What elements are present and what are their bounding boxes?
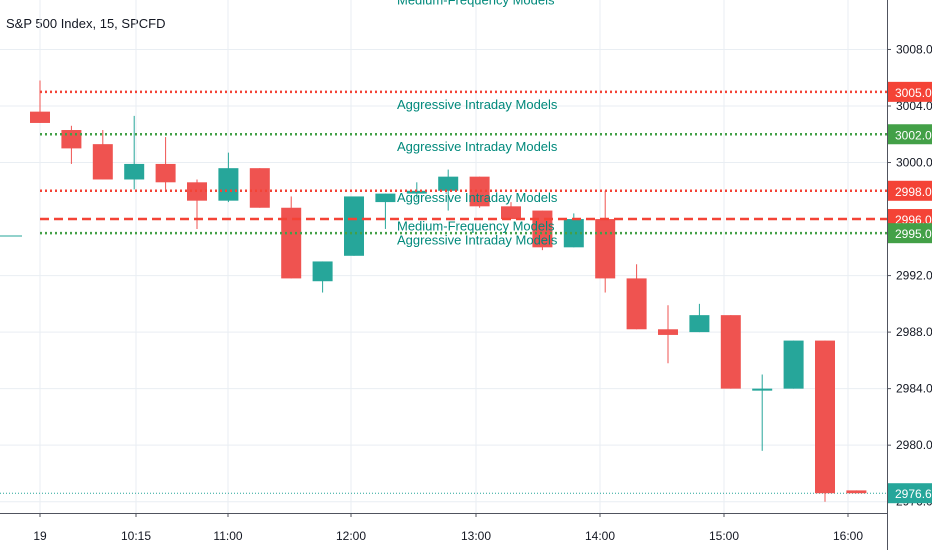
candle-body [720,315,741,389]
candle-body [595,219,616,279]
chart-annotation: Aggressive Intraday Models [397,190,558,205]
price-line-label: 3005.0 [895,86,932,100]
price-tick-label: 3004.0 [896,99,932,113]
price-tick-label: 2988.0 [896,325,932,339]
time-tick-label: 14:00 [585,529,615,543]
candle-body [783,340,804,389]
time-tick-label: 15:00 [709,529,739,543]
price-line-label: 2995.0 [895,227,932,241]
candle-body [406,190,427,194]
candle-body [563,219,584,248]
price-tick-label: 3008.0 [896,42,932,56]
candle-body [124,163,145,180]
candle-body [344,196,364,256]
candle-body [92,144,113,180]
candle-body [689,315,710,333]
candle-body [312,261,333,282]
symbol-title: S&P 500 Index, 15, SPCFD [6,16,166,31]
candle-body [281,207,302,279]
chart-annotation: Medium-Frequency Models [397,0,555,7]
candle-body [438,176,459,191]
time-tick-label: 16:00 [833,529,863,543]
chart-annotation: Medium-Frequency Models [397,218,555,233]
candle-body [249,168,270,208]
candle-body [846,490,867,494]
time-tick-label: 13:00 [461,529,491,543]
candle-body [30,111,50,123]
candle-body [61,130,82,149]
candle-body [469,176,490,207]
last-price-label-bg [888,483,932,504]
time-tick-label: 10:15 [121,529,151,543]
price-line-label-bg [888,180,932,201]
price-tick-label: 2992.0 [896,269,932,283]
price-tick-label: 3000.0 [896,156,932,170]
price-line-label-bg [888,81,932,102]
candle-body [375,193,396,203]
chart-annotation: Aggressive Intraday Models [397,232,558,247]
chart-annotation: Aggressive Intraday Models [397,97,558,112]
price-tick-label: 2980.0 [896,438,932,452]
candle-body [626,278,647,330]
candle-body [155,163,176,183]
time-tick-label: 19 [33,529,47,543]
price-line-label-bg [888,223,932,244]
price-line-label: 3002.0 [895,128,932,142]
candle-body [752,388,773,391]
price-tick-label: 2984.0 [896,382,932,396]
last-price-label: 2976.6 [895,487,932,501]
price-line-label-bg [888,124,932,145]
price-line-label: 2998.0 [895,185,932,199]
time-tick-label: 11:00 [213,529,242,543]
candle-body [501,206,521,220]
candle-body [815,340,835,494]
candle-body [658,329,678,335]
chart-annotation: Aggressive Intraday Models [397,139,558,154]
time-tick-label: 12:00 [336,529,366,543]
candle-body [218,168,239,201]
